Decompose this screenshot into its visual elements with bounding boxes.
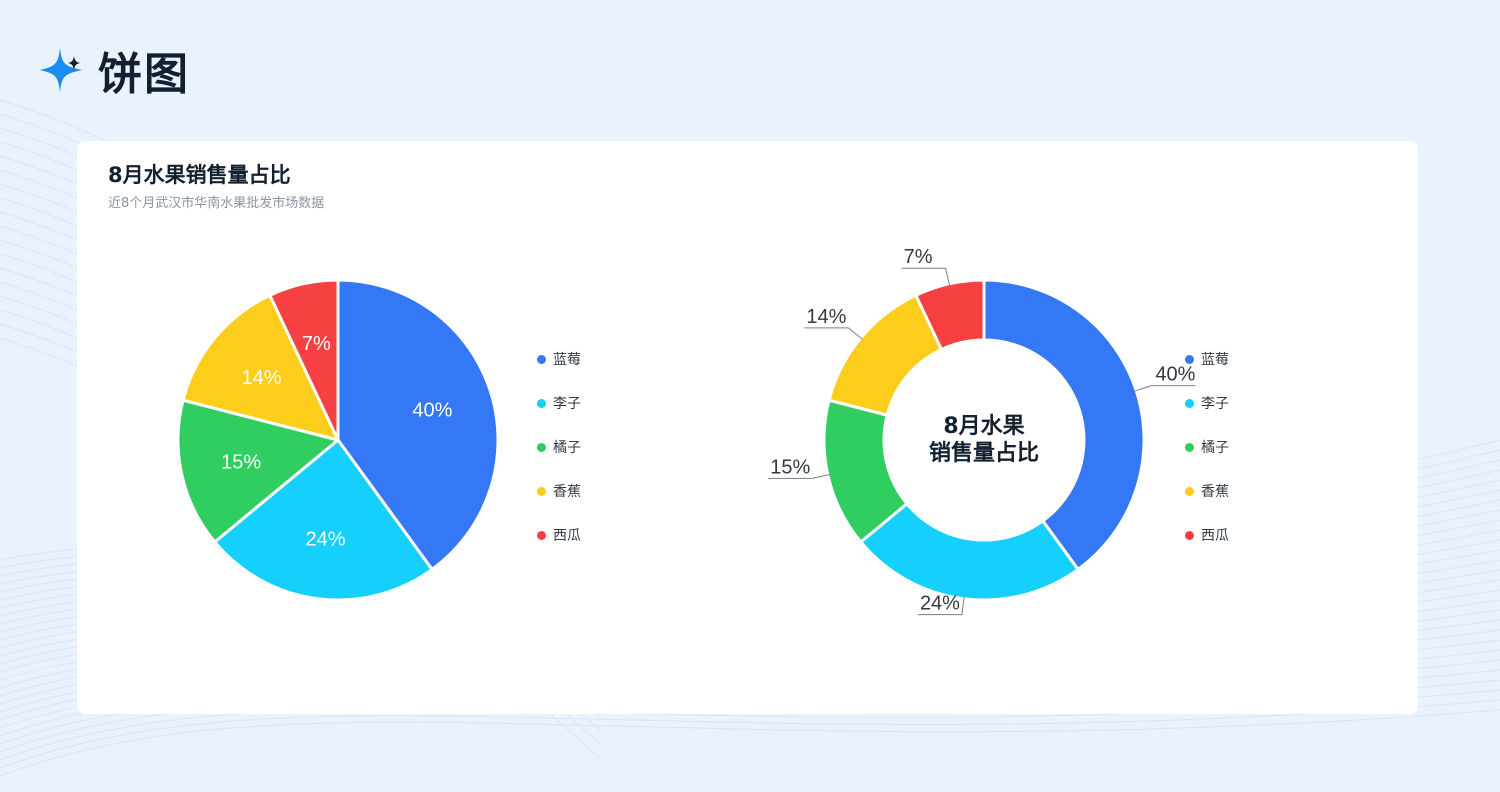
card-title: 8月水果销售量占比 [108, 163, 291, 187]
page-header: 饼图 [38, 40, 190, 100]
slice-label: 24% [306, 528, 346, 550]
slice-label: 7% [904, 246, 933, 268]
legend-label: 香蕉 [553, 484, 581, 500]
legend-dot-icon [1185, 354, 1194, 364]
slice-西瓜 [914, 278, 986, 352]
legend-label: 橘子 [553, 440, 581, 456]
legend-item[interactable]: 香蕉 [1185, 481, 1229, 501]
card-subtitle: 近8个月武汉市华南水果批发市场数据 [108, 196, 325, 211]
slice-西瓜 [268, 278, 340, 442]
legend-item[interactable]: 蓝莓 [537, 349, 581, 369]
legend-dot-icon [537, 442, 546, 452]
slice-label: 14% [806, 306, 846, 328]
legend-label: 蓝莓 [553, 352, 581, 368]
leader-line [917, 596, 965, 616]
sparkle-icon [40, 48, 82, 92]
slice-香蕉 [181, 293, 340, 442]
slice-蓝莓 [982, 278, 1146, 571]
legend-label: 李子 [553, 396, 581, 412]
legend-item[interactable]: 蓝莓 [1185, 349, 1229, 369]
legend-item[interactable]: 橘子 [537, 437, 581, 457]
legend-label: 香蕉 [1201, 484, 1229, 500]
legend-item[interactable]: 李子 [537, 393, 581, 413]
legend-label: 橘子 [1201, 440, 1229, 456]
slice-李子 [213, 438, 434, 602]
legend-item[interactable]: 橘子 [1185, 437, 1229, 457]
pie-chart: 40% 24% 15% 14% 7% [176, 278, 500, 602]
slice-label: 15% [770, 456, 810, 478]
donut-center-title: 8月水果 销售量占比 [902, 413, 1066, 467]
legend-dot-icon [537, 530, 546, 540]
legend-dot-icon [1185, 442, 1194, 452]
legend-dot-icon [537, 398, 546, 408]
legend-label: 西瓜 [553, 528, 581, 544]
donut-center-line1: 8月水果 [943, 414, 1025, 439]
chart-card: 8月水果销售量占比 近8个月武汉市华南水果批发市场数据 40% 24% 15% 14%… [77, 141, 1418, 714]
donut-center-line2: 销售量占比 [928, 441, 1039, 466]
legend-label: 西瓜 [1201, 528, 1229, 544]
leader-line [1134, 385, 1196, 392]
leader-line [804, 327, 863, 340]
slice-label: 40% [412, 399, 452, 421]
legend-label: 蓝莓 [1201, 352, 1229, 368]
slice-蓝莓 [336, 278, 500, 571]
charts-canvas: 40% 24% 15% 14% 7% 40% 24% 15% 14% 7% [176, 246, 1196, 616]
legend-item[interactable]: 西瓜 [537, 525, 581, 545]
legend-item[interactable]: 李子 [1185, 393, 1229, 413]
legend-item[interactable]: 香蕉 [537, 481, 581, 501]
slice-label: 40% [1155, 364, 1195, 386]
slice-橘子 [176, 398, 340, 544]
legend-dot-icon [1185, 398, 1194, 408]
legend-dot-icon [1185, 530, 1194, 540]
donut-chart: 40% 24% 15% 14% 7% [768, 246, 1196, 616]
legend-dot-icon [537, 354, 546, 364]
legend-dot-icon [537, 486, 546, 496]
slice-label: 24% [920, 593, 960, 615]
slice-label: 15% [221, 452, 261, 474]
page-title: 饼图 [98, 49, 190, 100]
legend-label: 李子 [1201, 396, 1229, 412]
leader-line [901, 267, 951, 286]
legend-dot-icon [1185, 486, 1194, 496]
slice-label: 14% [242, 367, 282, 389]
leader-line [768, 473, 830, 479]
legend-item[interactable]: 西瓜 [1185, 525, 1229, 545]
slice-label: 7% [302, 333, 331, 355]
